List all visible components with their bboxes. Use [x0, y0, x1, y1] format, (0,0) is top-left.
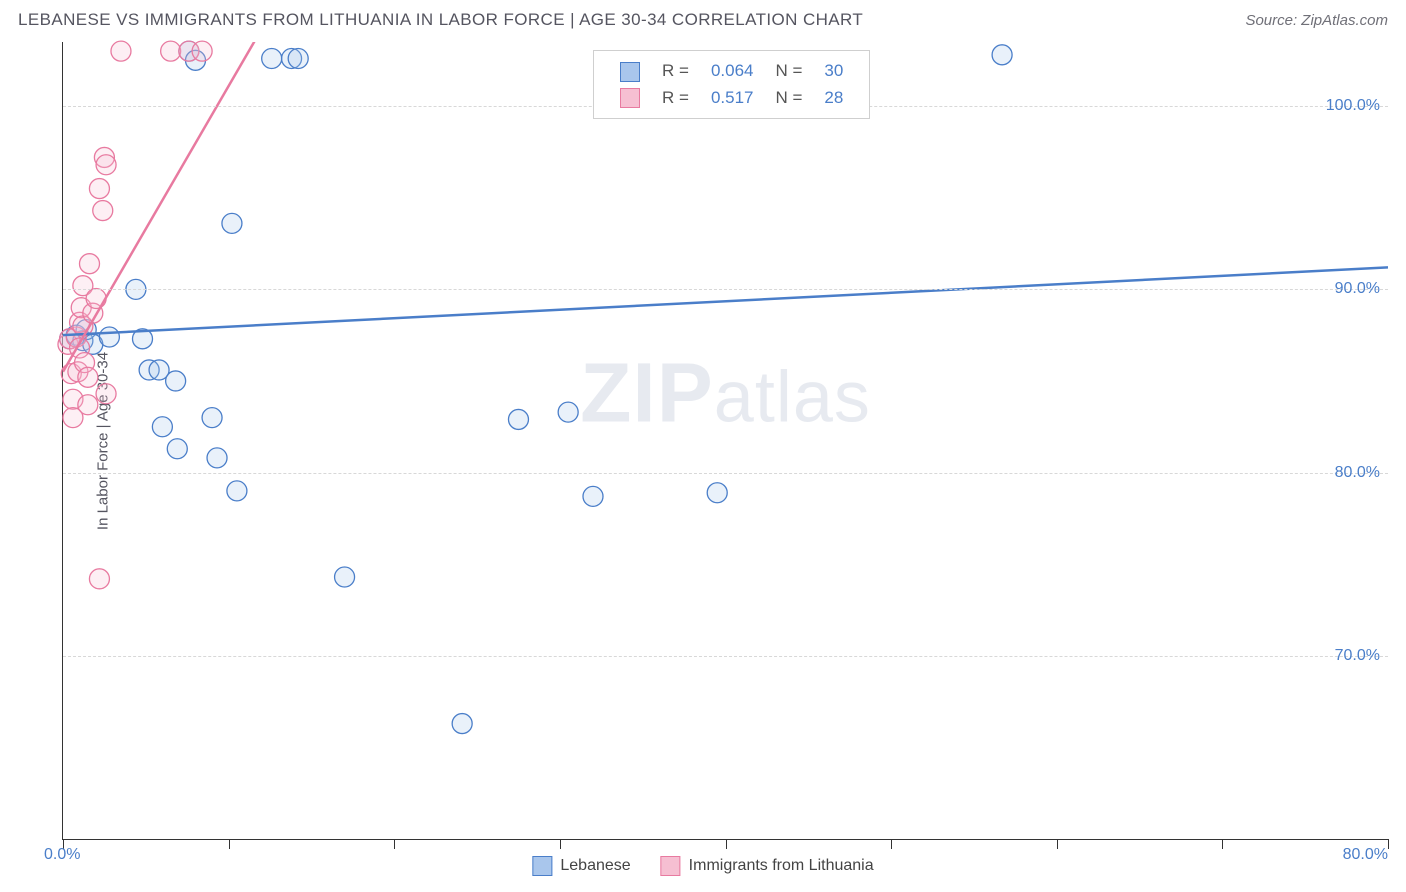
legend-label: Lebanese: [560, 857, 630, 874]
data-point: [80, 254, 100, 274]
legend-label: Immigrants from Lithuania: [689, 857, 874, 874]
legend-bottom: Lebanese Immigrants from Lithuania: [532, 856, 873, 876]
data-point: [89, 569, 109, 589]
data-point: [93, 201, 113, 221]
chart-area: In Labor Force | Age 30-34 ZIPatlas 70.0…: [18, 42, 1388, 840]
y-tick-label: 70.0%: [1335, 647, 1380, 665]
gridline-h: [63, 289, 1388, 290]
legend-swatch: [532, 856, 552, 876]
data-point: [583, 486, 603, 506]
data-point: [96, 155, 116, 175]
x-tick: [1388, 839, 1389, 849]
scatter-svg: [63, 42, 1388, 839]
data-point: [192, 41, 212, 61]
data-point: [167, 439, 187, 459]
x-min-label: 0.0%: [44, 846, 80, 864]
data-point: [86, 289, 106, 309]
data-point: [335, 567, 355, 587]
legend-table: R =0.064N =30R =0.517N =28: [608, 57, 855, 112]
y-tick-label: 80.0%: [1335, 464, 1380, 482]
plot-region: ZIPatlas 70.0%80.0%90.0%100.0%R =0.064N …: [62, 42, 1388, 840]
gridline-h: [63, 656, 1388, 657]
data-point: [161, 41, 181, 61]
header: LEBANESE VS IMMIGRANTS FROM LITHUANIA IN…: [0, 0, 1406, 36]
data-point: [992, 45, 1012, 65]
data-point: [558, 402, 578, 422]
data-point: [78, 367, 98, 387]
legend-swatch: [661, 856, 681, 876]
data-point: [452, 714, 472, 734]
data-point: [166, 371, 186, 391]
data-point: [152, 417, 172, 437]
gridline-h: [63, 473, 1388, 474]
legend-correlation: R =0.064N =30R =0.517N =28: [593, 50, 870, 119]
data-point: [707, 483, 727, 503]
source-attribution: Source: ZipAtlas.com: [1245, 12, 1388, 29]
data-point: [99, 327, 119, 347]
data-point: [207, 448, 227, 468]
y-tick-label: 90.0%: [1335, 280, 1380, 298]
data-point: [508, 409, 528, 429]
y-tick-label: 100.0%: [1326, 97, 1380, 115]
data-point: [262, 48, 282, 68]
data-point: [111, 41, 131, 61]
data-point: [222, 213, 242, 233]
data-point: [89, 179, 109, 199]
x-max-label: 80.0%: [1343, 846, 1388, 864]
data-point: [78, 395, 98, 415]
data-point: [227, 481, 247, 501]
data-point: [288, 48, 308, 68]
legend-item: Lebanese: [532, 856, 630, 876]
chart-title: LEBANESE VS IMMIGRANTS FROM LITHUANIA IN…: [18, 10, 863, 30]
data-point: [96, 384, 116, 404]
trend-line: [63, 267, 1388, 335]
data-point: [202, 408, 222, 428]
legend-item: Immigrants from Lithuania: [661, 856, 874, 876]
